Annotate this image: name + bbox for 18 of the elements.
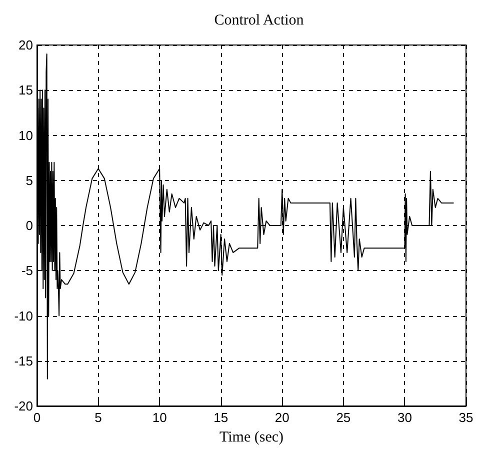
- x-tick-label: 20: [274, 410, 290, 425]
- y-tick-label: 10: [18, 128, 33, 143]
- y-tick-label: 0: [26, 218, 33, 233]
- y-tick-label: -10: [14, 308, 33, 324]
- x-tick-label: 15: [214, 410, 228, 425]
- x-tick-label: 35: [458, 410, 474, 425]
- y-tick-label: -15: [14, 353, 33, 368]
- y-tick-label: 5: [26, 172, 33, 188]
- x-tick-label: 30: [397, 410, 412, 425]
- x-tick-label: 25: [336, 410, 351, 425]
- y-tick-label: 15: [18, 82, 33, 98]
- x-tick-label: 5: [94, 410, 102, 425]
- y-tick-label: 20: [18, 38, 33, 52]
- chart-title: Control Action: [214, 12, 304, 28]
- y-tick-label: -20: [14, 398, 33, 414]
- y-tick-label: -5: [21, 263, 33, 278]
- x-axis-title: Time (sec): [219, 430, 284, 446]
- x-tick-label: 10: [152, 410, 167, 425]
